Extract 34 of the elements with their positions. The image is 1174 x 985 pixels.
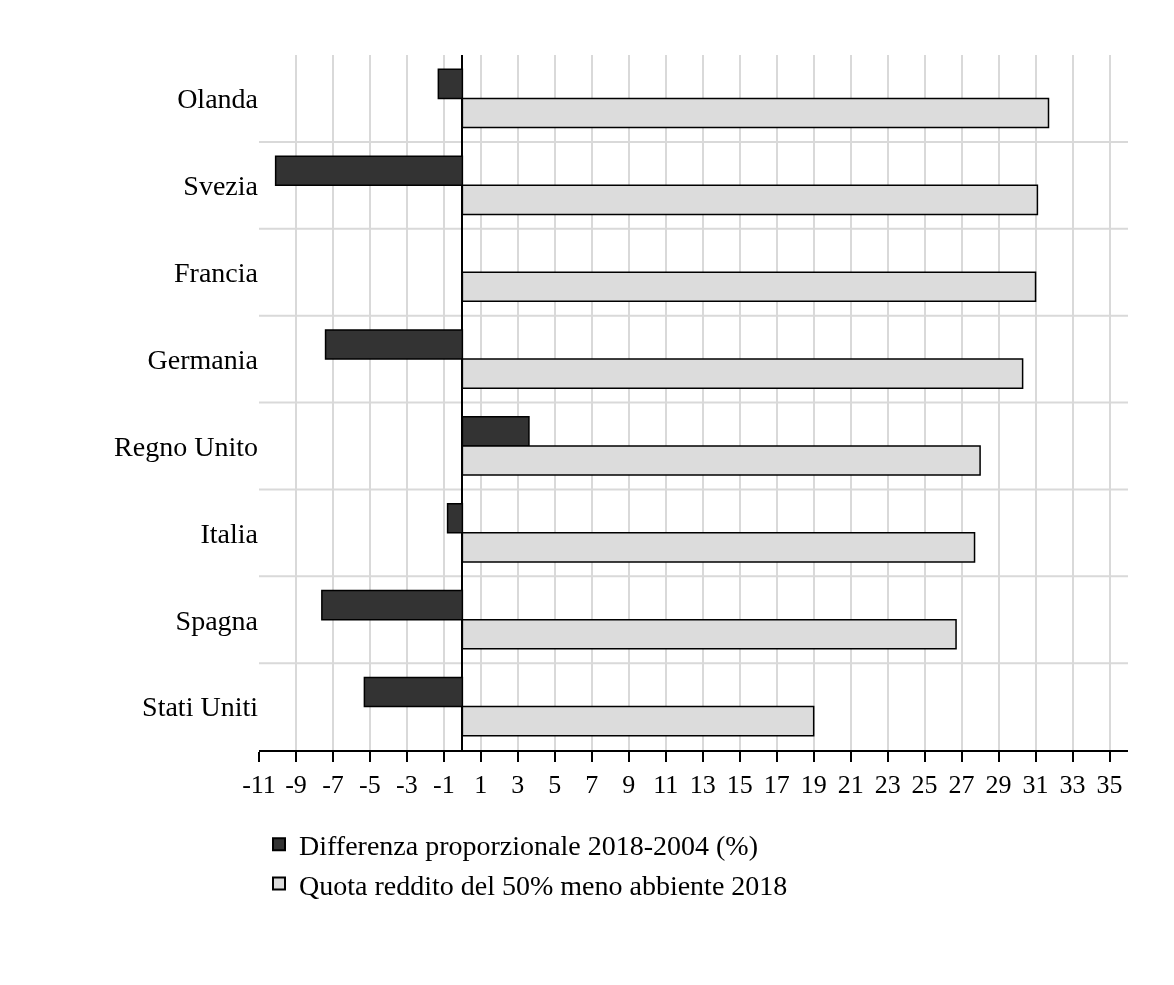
x-tick-label: 11 [653, 770, 679, 800]
y-tick-label: Italia [200, 517, 259, 549]
x-tick-label: 33 [1059, 770, 1086, 800]
y-tick-label: Spagna [175, 604, 259, 636]
y-tick-label: Olanda [177, 83, 259, 115]
x-tick-label: 23 [874, 770, 901, 800]
x-tick-label: 19 [800, 770, 827, 800]
x-tick-label: 7 [585, 770, 599, 800]
x-tick-label: 5 [548, 770, 562, 800]
y-tick-label: Svezia [183, 170, 259, 202]
x-tick-label: 29 [985, 770, 1012, 800]
x-tick-label: 25 [911, 770, 938, 800]
y-tick-label: Germania [147, 343, 259, 375]
x-tick-label: -5 [359, 770, 381, 800]
x-tick-label: 27 [948, 770, 975, 800]
x-tick-label: 1 [474, 770, 488, 800]
x-tick-label: -9 [285, 770, 307, 800]
x-tick-label: 31 [1022, 770, 1049, 800]
x-tick-label: 15 [726, 770, 753, 800]
y-tick-label: Regno Unito [114, 430, 258, 462]
y-tick-label: Stati Uniti [142, 691, 259, 723]
x-tick-label: 13 [689, 770, 716, 800]
x-tick-label: -11 [242, 770, 276, 800]
x-tick-label: 17 [763, 770, 790, 800]
x-tick-label: 9 [622, 770, 636, 800]
x-tick-label: -7 [322, 770, 344, 800]
x-tick-label: -3 [396, 770, 418, 800]
x-tick-label: 35 [1096, 770, 1123, 800]
x-tick-label: 21 [837, 770, 864, 800]
legend-label: Quota reddito del 50% meno abbiente 2018 [299, 869, 788, 901]
y-tick-label: Francia [174, 256, 259, 288]
x-tick-label: 3 [511, 770, 525, 800]
x-tick-label: -1 [433, 770, 455, 800]
legend-label: Differenza proporzionale 2018-2004 (%) [299, 830, 758, 862]
